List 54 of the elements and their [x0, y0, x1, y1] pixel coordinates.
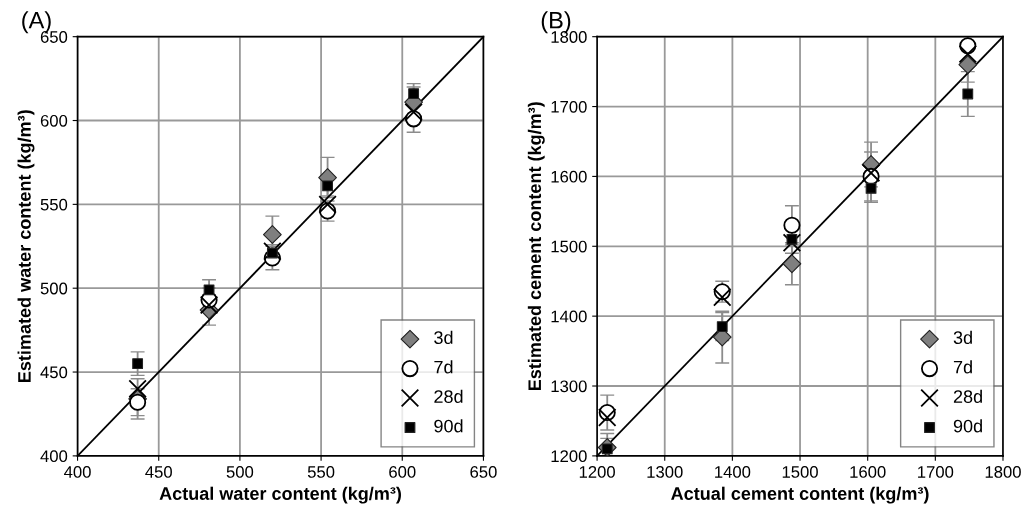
y-tick-label: 600 — [40, 114, 68, 127]
legend-label: 3d — [434, 330, 453, 345]
y-axis-title: Estimated water content (kg/m³) — [17, 110, 35, 383]
point — [404, 102, 423, 122]
point — [262, 225, 282, 244]
point — [322, 180, 333, 192]
point — [962, 88, 974, 100]
point — [865, 182, 877, 194]
x-tick-label: 600 — [389, 466, 416, 478]
x-tick-label: 550 — [307, 466, 335, 478]
x-axis-title: Actual water content (kg/m³) — [159, 486, 401, 504]
y-tick-label: 1200 — [551, 450, 587, 463]
y-tick-label: 400 — [40, 450, 68, 463]
point — [597, 408, 617, 427]
legend-label: 28d — [953, 389, 982, 403]
point — [786, 233, 798, 245]
y-tick-label: 1500 — [551, 240, 587, 253]
x-tick-label: 1300 — [647, 466, 683, 478]
x-tick-label: 1200 — [579, 466, 615, 478]
legend-label: 90d — [953, 419, 982, 433]
legend-label: 28d — [434, 389, 463, 403]
legend-label: 3d — [953, 330, 972, 345]
x-axis-title: Actual cement content (kg/m³) — [671, 486, 929, 504]
legend-label: 7d — [953, 360, 972, 374]
point — [713, 288, 732, 307]
x-tick-label: 1400 — [715, 466, 751, 478]
x-tick-label: 650 — [470, 466, 497, 478]
y-tick-label: 450 — [40, 366, 68, 379]
point — [199, 295, 219, 315]
x-tick-label: 400 — [64, 466, 91, 478]
legend-label: 7d — [434, 360, 453, 374]
x-tick-label: 450 — [145, 466, 172, 478]
legend-label: 90d — [434, 419, 463, 433]
point — [782, 233, 802, 253]
point — [958, 44, 978, 64]
point — [318, 195, 337, 214]
y-tick-label: 1400 — [551, 310, 587, 323]
x-tick-label: 1600 — [850, 466, 886, 478]
y-tick-label: 500 — [40, 282, 68, 295]
point — [782, 254, 802, 274]
point — [716, 321, 728, 333]
y-tick-label: 550 — [40, 198, 68, 211]
y-tick-label: 1300 — [551, 380, 587, 393]
point — [203, 284, 215, 296]
y-axis-title: Estimated cement content (kg/m³) — [527, 102, 545, 391]
y-tick-label: 1600 — [551, 170, 587, 183]
x-tick-label: 1700 — [918, 466, 954, 478]
y-tick-label: 1700 — [551, 100, 587, 113]
x-tick-label: 1800 — [985, 466, 1021, 478]
point — [958, 55, 978, 75]
x-tick-label: 1500 — [782, 466, 818, 478]
point — [132, 358, 144, 370]
point — [783, 216, 801, 234]
x-tick-label: 500 — [226, 466, 254, 478]
